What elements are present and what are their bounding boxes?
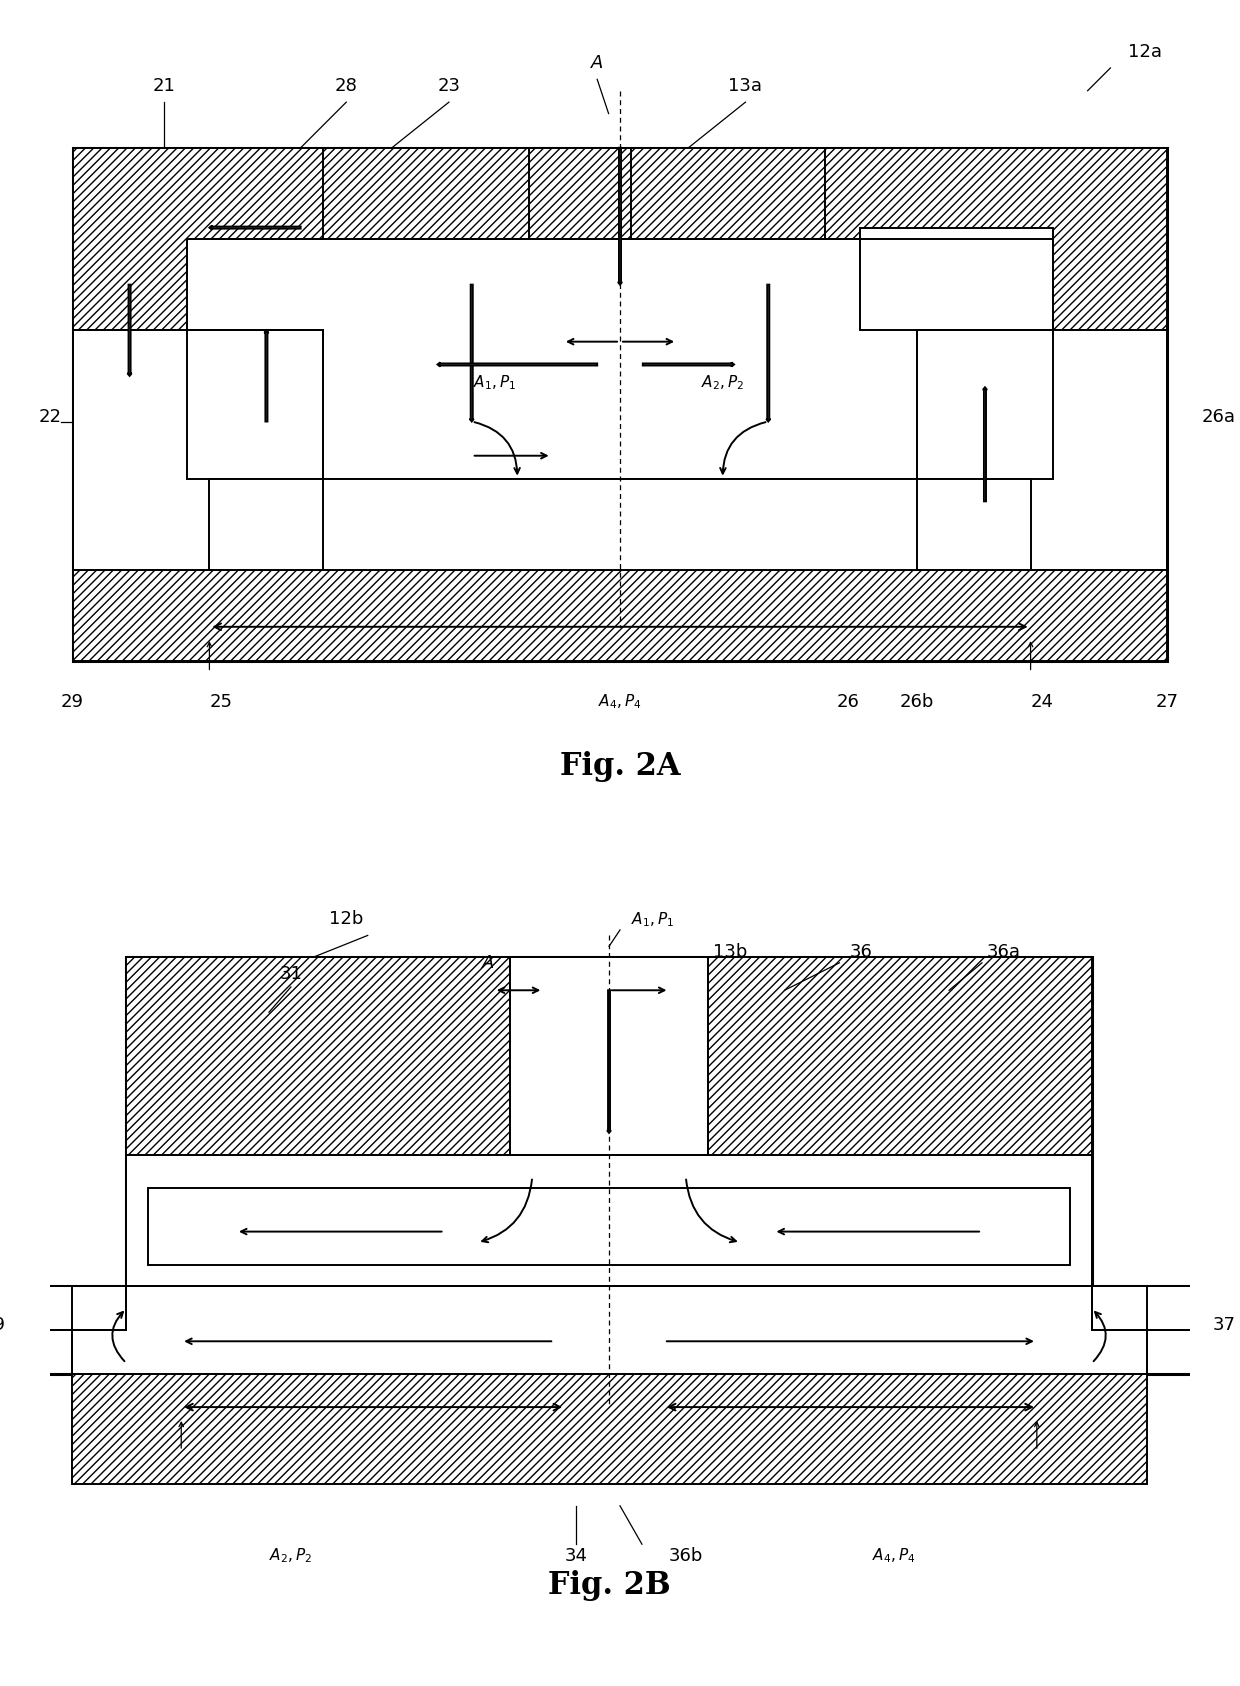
Text: 13a: 13a [728,78,763,94]
Bar [126,958,511,1155]
Bar [73,330,324,570]
Bar [916,330,1167,570]
Bar [708,958,1091,1155]
Bar [511,958,708,1155]
FancyArrowPatch shape [482,1180,532,1243]
Bar [186,239,1054,479]
Text: 26b: 26b [899,693,934,710]
Text: 24: 24 [1030,693,1054,710]
Bar [72,1286,1147,1374]
Text: 28: 28 [335,78,357,94]
Polygon shape [766,285,770,422]
Bar [16,1286,126,1330]
FancyArrowPatch shape [686,1180,735,1243]
Text: 39: 39 [0,1317,6,1334]
FancyArrowPatch shape [475,422,520,474]
Text: 29: 29 [61,693,84,710]
Text: 36b: 36b [668,1546,703,1565]
Text: $A_3,P_3$: $A_3,P_3$ [935,271,978,290]
Bar [73,570,1167,661]
Bar [73,148,1167,330]
Text: $A_4,P_4$: $A_4,P_4$ [873,1546,916,1565]
Bar [1054,330,1167,570]
Polygon shape [128,285,131,376]
Text: $A_1,P_1$: $A_1,P_1$ [631,910,675,929]
Polygon shape [983,388,987,501]
Bar [1091,1286,1202,1330]
Bar [126,1155,1091,1286]
Text: 26: 26 [837,693,859,710]
Text: 31: 31 [279,966,303,983]
FancyArrowPatch shape [720,422,765,474]
Bar [149,1187,1070,1264]
Text: 37: 37 [1213,1317,1235,1334]
Bar [16,1286,126,1330]
Polygon shape [210,226,300,229]
Bar [186,239,1054,479]
Text: Fig. 2A: Fig. 2A [559,750,681,782]
Bar [126,958,1091,1374]
Bar [73,148,1167,661]
Polygon shape [438,362,598,366]
Text: 12a: 12a [1127,42,1162,61]
Text: 22: 22 [38,408,61,425]
Polygon shape [470,285,474,422]
Bar [126,1155,1091,1286]
Polygon shape [608,990,611,1133]
Text: 21: 21 [153,78,175,94]
Polygon shape [264,330,269,422]
Text: $A_2,P_2$: $A_2,P_2$ [269,1546,312,1565]
Text: 36: 36 [849,944,873,961]
Text: $A_4,P_4$: $A_4,P_4$ [598,693,642,711]
Bar [210,479,1030,570]
Text: 34: 34 [564,1546,588,1565]
Text: Fig. 2B: Fig. 2B [548,1570,671,1600]
Bar [324,148,528,479]
Polygon shape [618,148,622,285]
Bar [511,958,708,1155]
Bar [73,330,324,570]
Text: 36a: 36a [987,944,1021,961]
Polygon shape [642,362,734,366]
Bar [72,1286,1147,1374]
Text: 12b: 12b [329,910,363,929]
Bar [631,148,826,479]
Text: $A_1,P_1$: $A_1,P_1$ [472,373,516,391]
Text: 13b: 13b [713,944,746,961]
Bar [916,330,1167,570]
Bar [1091,1286,1202,1330]
Bar [73,330,186,570]
Text: $A_2,P_2$: $A_2,P_2$ [701,373,744,391]
Bar [859,228,1054,330]
Bar [72,1374,1147,1484]
Text: 25: 25 [210,693,232,710]
Text: 26a: 26a [1202,408,1236,425]
Text: 23: 23 [438,78,460,94]
Text: A: A [591,54,604,72]
Text: 27: 27 [1156,693,1179,710]
Text: A: A [482,954,495,973]
